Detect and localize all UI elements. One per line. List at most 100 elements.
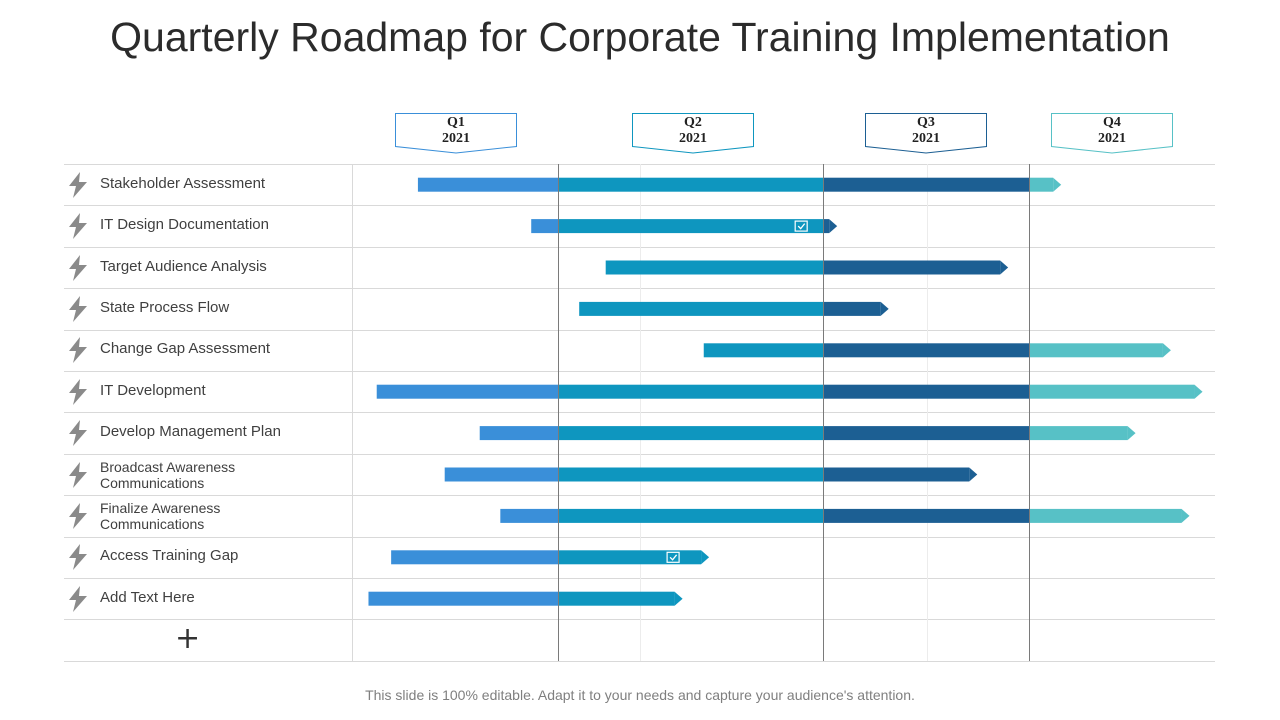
task-bar-segment	[823, 301, 881, 316]
task-bar-segment	[558, 467, 823, 482]
check-mark	[669, 554, 678, 561]
task-bar-segment	[1029, 343, 1163, 358]
task-label-line: Access Training Gap	[100, 547, 239, 565]
task-bar-arrow	[1162, 343, 1171, 358]
task-bar-arrow	[1194, 384, 1203, 399]
quarter-label-2: Q2 2021	[632, 113, 754, 154]
quarter-callout-shape	[632, 113, 754, 154]
task-bar-segment	[823, 426, 1029, 441]
task-bar-arrow	[829, 219, 838, 234]
task-label-line: Stakeholder Assessment	[100, 174, 266, 192]
lightning-bolt-icon	[67, 254, 89, 286]
task-bar-arrow	[1000, 260, 1009, 275]
quarter-callout-shape	[865, 113, 987, 154]
quarter-name: Q2	[684, 115, 702, 130]
task-label-line: Add Text Here	[100, 588, 195, 606]
task-label-line: IT Development	[100, 381, 206, 399]
quarter-label-4: Q4 2021	[1051, 113, 1173, 154]
task-bar-arrow	[969, 467, 978, 482]
quarter-name: Q3	[917, 115, 935, 130]
quarter-callout-shape	[395, 113, 517, 154]
lightning-bolt-icon	[67, 378, 89, 410]
check-mark	[797, 223, 806, 230]
quarter-callout-shape	[1051, 113, 1173, 154]
add-row-button[interactable]: +	[175, 621, 201, 656]
lightning-bolt-icon	[67, 213, 89, 244]
task-bar-segment	[558, 550, 702, 565]
quarter-label-3: Q3 2021	[865, 113, 987, 154]
task-bar-segment	[823, 219, 830, 234]
task-label: Add Text Here	[100, 588, 340, 606]
task-label-line: Broadcast Awareness	[100, 458, 236, 475]
quarter-name: Q4	[1103, 115, 1121, 130]
task-bar-segment	[558, 508, 823, 523]
page-title: Quarterly Roadmap for Corporate Training…	[110, 14, 1170, 60]
task-label: Develop Management Plan	[100, 424, 340, 440]
task-bar-segment	[558, 384, 823, 399]
task-label: Finalize Awareness Communications	[100, 500, 340, 532]
lightning-bolt-icon	[67, 544, 89, 575]
lightning-bolt-icon	[67, 585, 89, 617]
quarter-year: 2021	[912, 131, 940, 146]
task-label: State Process Flow	[100, 298, 340, 316]
task-label-line: Change Gap Assessment	[100, 340, 271, 358]
footer-note: This slide is 100% editable. Adapt it to…	[365, 687, 915, 703]
task-bar-arrow	[674, 591, 683, 606]
task-label-line: Communications	[100, 515, 205, 532]
lightning-bolt-icon	[67, 461, 89, 493]
task-label-line: Target Audience Analysis	[100, 257, 267, 275]
task-bar-segment	[558, 426, 823, 441]
task-bar-segment	[558, 219, 823, 234]
task-bar-segment	[605, 260, 823, 275]
task-label: Stakeholder Assessment	[100, 174, 340, 192]
lightning-bolt-icon	[67, 295, 89, 327]
check-icon	[794, 220, 808, 232]
task-bar-segment	[558, 177, 823, 192]
task-bar-segment	[500, 508, 558, 523]
task-bar-segment	[417, 177, 558, 192]
task-label: Access Training Gap	[100, 548, 340, 564]
task-label-line: Communications	[100, 474, 205, 491]
task-bar-segment	[376, 384, 558, 399]
task-bar-segment	[1029, 508, 1182, 523]
task-bar-segment	[823, 177, 1029, 192]
task-bar-segment	[703, 343, 823, 358]
task-bar-segment	[479, 426, 558, 441]
quarter-year: 2021	[679, 131, 707, 146]
quarter-label-1: Q1 2021	[395, 113, 517, 154]
task-bar-segment	[579, 301, 823, 316]
task-bar-arrow	[701, 550, 710, 565]
task-bar-segment	[823, 508, 1029, 523]
lightning-bolt-icon	[67, 420, 89, 451]
task-bar-arrow	[1053, 177, 1062, 192]
task-bar-arrow	[880, 301, 889, 316]
task-bar-arrow	[1181, 508, 1190, 523]
lightning-bolt-icon	[67, 502, 89, 534]
lightning-bolt-icon	[67, 171, 89, 203]
task-label: Target Audience Analysis	[100, 257, 340, 275]
task-bar-segment	[391, 550, 558, 565]
task-bar-segment	[531, 219, 558, 234]
task-bar-segment	[368, 591, 558, 606]
task-bar-arrow	[1127, 426, 1136, 441]
lightning-bolt-icon	[67, 337, 89, 368]
task-bar-segment	[444, 467, 558, 482]
quarter-year: 2021	[1098, 131, 1126, 146]
task-label: Change Gap Assessment	[100, 341, 340, 357]
task-label: Broadcast Awareness Communications	[100, 459, 340, 491]
task-bar-segment	[823, 467, 970, 482]
task-label-line: Develop Management Plan	[100, 423, 281, 441]
task-bar-segment	[823, 260, 1001, 275]
quarter-name: Q1	[447, 115, 465, 130]
task-label-line: State Process Flow	[100, 298, 230, 316]
task-bar-segment	[558, 591, 675, 606]
task-bar-segment	[1029, 426, 1128, 441]
task-label-line: IT Design Documentation	[100, 216, 269, 234]
task-label: IT Design Documentation	[100, 217, 340, 233]
quarter-year: 2021	[442, 131, 470, 146]
check-icon	[666, 551, 680, 563]
task-bar-segment	[823, 384, 1029, 399]
task-label-line: Finalize Awareness	[100, 499, 221, 516]
task-label: IT Development	[100, 381, 340, 399]
